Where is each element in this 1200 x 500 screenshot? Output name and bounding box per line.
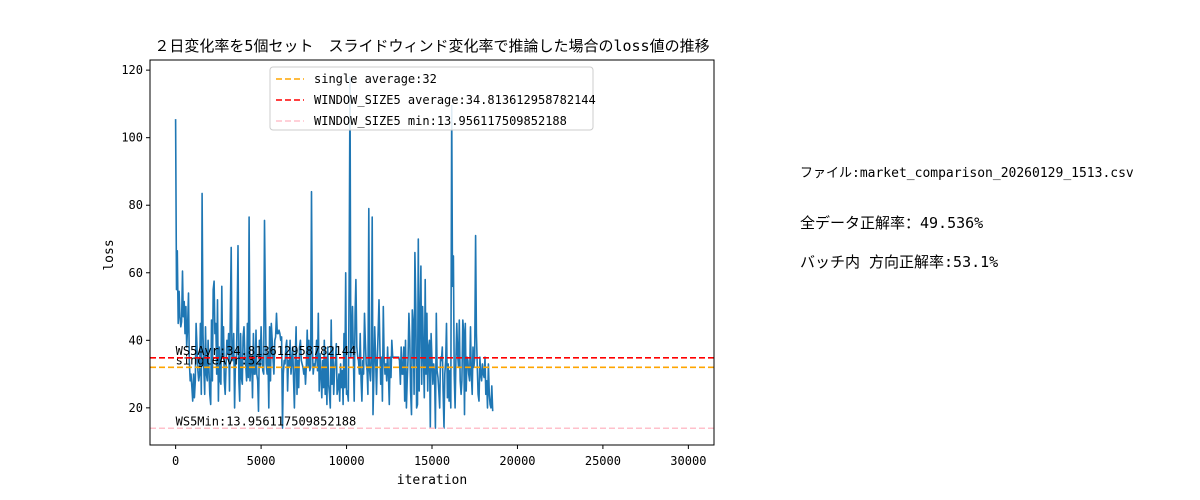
y-axis-label: loss	[102, 239, 117, 270]
y-tick-label-40: 40	[129, 333, 143, 347]
x-tick-label-20000: 20000	[499, 454, 535, 468]
chart-title: ２日変化率を5個セット スライドウィンド変化率で推論した場合のloss値の推移	[154, 37, 709, 55]
reference-annotation-1: WS5Avr:34.813612958782144	[176, 344, 357, 358]
legend-label-2: WINDOW_SIZE5 min:13.956117509852188	[314, 114, 567, 128]
y-tick-label-120: 120	[121, 63, 143, 77]
file-name-text: ファイル:market_comparison_20260129_1513.csv	[800, 166, 1134, 181]
x-tick-label-0: 0	[172, 454, 179, 468]
x-tick-label-30000: 30000	[670, 454, 706, 468]
overall-accuracy-text: 全データ正解率：49.536%	[800, 214, 984, 232]
reference-annotation-2: WS5Min:13.956117509852188	[176, 414, 357, 428]
y-tick-label-20: 20	[129, 401, 143, 415]
reference-annotation-0: singleAvr:32	[176, 353, 263, 367]
legend-label-1: WINDOW_SIZE5 average:34.813612958782144	[314, 93, 596, 107]
y-tick-label-100: 100	[121, 131, 143, 145]
y-tick-label-60: 60	[129, 266, 143, 280]
x-axis-label: iteration	[397, 473, 467, 488]
series-line-loss	[174, 76, 494, 429]
x-tick-label-10000: 10000	[328, 454, 364, 468]
legend-label-0: single average:32	[314, 72, 437, 86]
y-tick-label-80: 80	[129, 198, 143, 212]
legend-box	[269, 66, 594, 131]
x-tick-label-5000: 5000	[247, 454, 276, 468]
batch-accuracy-text: バッチ内 方向正解率:53.1%	[800, 253, 999, 271]
x-tick-label-25000: 25000	[585, 454, 621, 468]
x-tick-label-15000: 15000	[414, 454, 450, 468]
legend: single average:32 WINDOW_SIZE5 average:34…	[269, 66, 596, 131]
